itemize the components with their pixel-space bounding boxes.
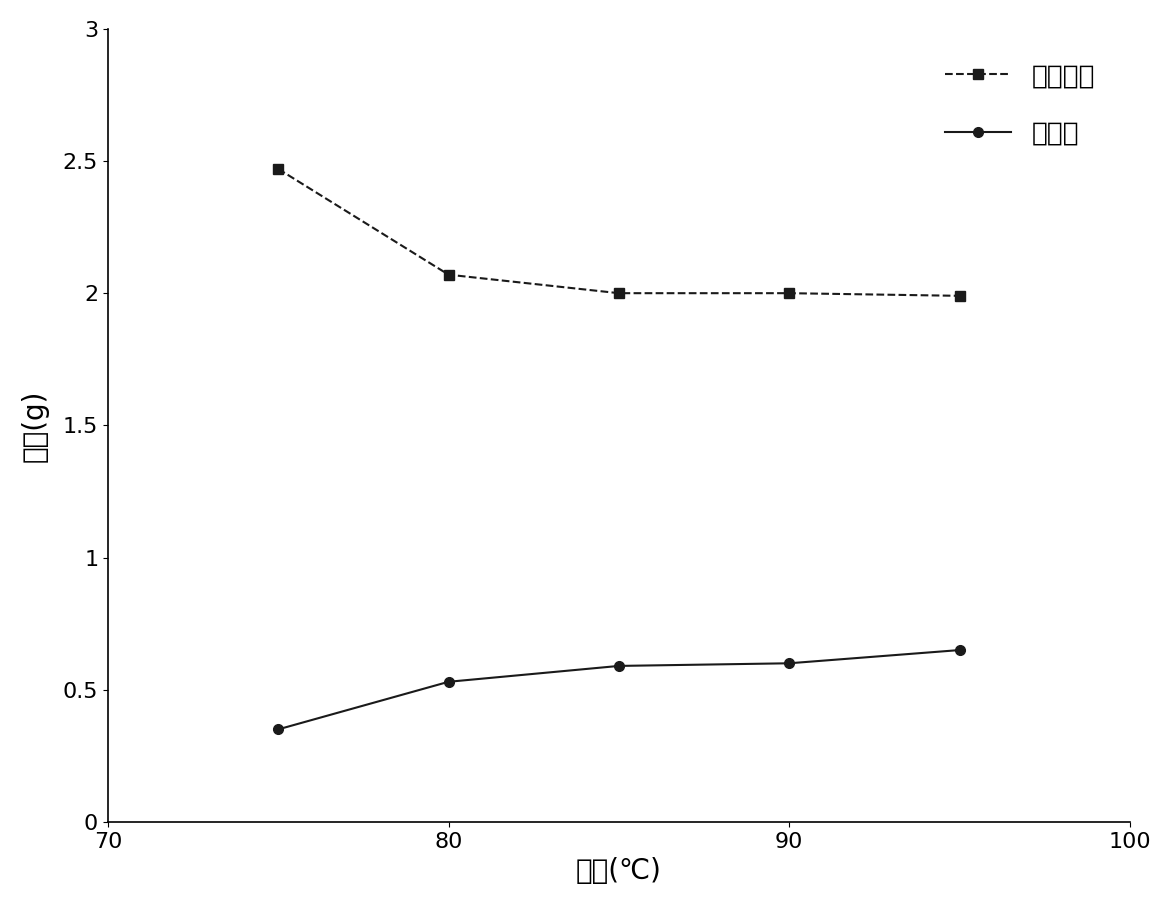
剩余固体 [442,269,456,280]
木质素 [612,660,626,671]
Y-axis label: 质量(g): 质量(g) [21,390,49,461]
木质素 [442,677,456,688]
剩余固体 [271,163,285,174]
木质素 [271,724,285,735]
X-axis label: 温度(℃): 温度(℃) [575,857,662,885]
木质素 [953,645,967,656]
剩余固体 [782,288,796,299]
Line: 剩余固体: 剩余固体 [273,164,965,301]
木质素 [782,658,796,669]
剩余固体 [612,288,626,299]
Legend: 剩余固体, 木质素: 剩余固体, 木质素 [924,42,1117,168]
Line: 木质素: 木质素 [273,645,965,734]
剩余固体 [953,291,967,302]
